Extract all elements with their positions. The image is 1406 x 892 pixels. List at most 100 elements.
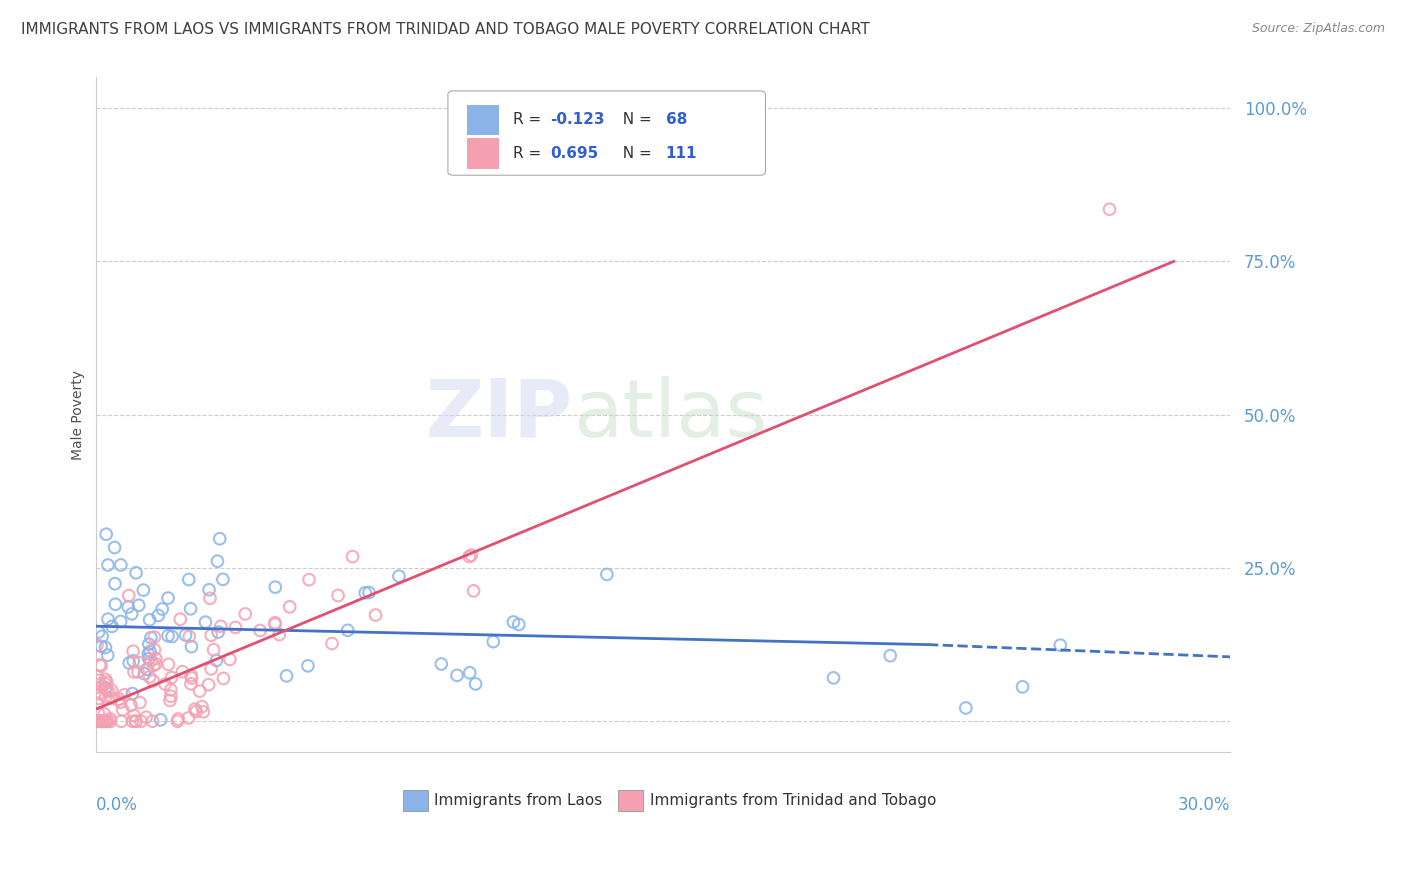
Point: [110, 615, 132, 629]
Text: IMMIGRANTS FROM LAOS VS IMMIGRANTS FROM TRINIDAD AND TOBAGO MALE POVERTY CORRELA: IMMIGRANTS FROM LAOS VS IMMIGRANTS FROM …: [21, 22, 870, 37]
Point: [89, 677, 111, 691]
Point: [139, 644, 162, 658]
Point: [502, 615, 524, 629]
Point: [97, 648, 120, 662]
Point: [179, 629, 201, 643]
Point: [205, 653, 228, 667]
Text: ZIP: ZIP: [426, 376, 572, 454]
Point: [278, 599, 301, 614]
Point: [122, 654, 145, 668]
Point: [157, 591, 180, 606]
Point: [86, 696, 108, 710]
Point: [91, 714, 114, 729]
Point: [464, 677, 486, 691]
Point: [180, 640, 202, 654]
Text: Immigrants from Laos: Immigrants from Laos: [434, 793, 603, 808]
Point: [209, 619, 232, 633]
Point: [87, 691, 110, 706]
Point: [138, 651, 160, 665]
Point: [143, 642, 166, 657]
Point: [134, 666, 156, 681]
Point: [124, 714, 146, 729]
Point: [508, 617, 530, 632]
Point: [197, 678, 219, 692]
Point: [87, 625, 110, 640]
Point: [91, 680, 114, 694]
Point: [159, 682, 181, 697]
Point: [90, 640, 112, 654]
Point: [159, 689, 181, 703]
Point: [138, 647, 160, 661]
Point: [139, 631, 162, 645]
Text: 111: 111: [665, 146, 697, 161]
Point: [94, 690, 117, 704]
Point: [129, 714, 152, 729]
Point: [125, 566, 148, 580]
Point: [596, 567, 619, 582]
Point: [129, 696, 152, 710]
Point: [218, 652, 240, 666]
Point: [188, 684, 211, 698]
Point: [118, 589, 141, 603]
Point: [89, 657, 111, 672]
Point: [94, 714, 117, 729]
Point: [97, 558, 120, 572]
Text: -0.123: -0.123: [550, 112, 605, 128]
Point: [143, 630, 166, 644]
Point: [86, 669, 108, 683]
Point: [1049, 638, 1071, 652]
Point: [132, 583, 155, 598]
Point: [212, 672, 235, 686]
Text: 0.695: 0.695: [550, 146, 598, 161]
Text: 30.0%: 30.0%: [1178, 796, 1230, 814]
Point: [138, 613, 160, 627]
Text: atlas: atlas: [572, 376, 768, 454]
Point: [101, 691, 124, 706]
Point: [430, 657, 453, 671]
Point: [354, 586, 377, 600]
Point: [200, 662, 222, 676]
Point: [482, 634, 505, 648]
Point: [208, 532, 231, 546]
Point: [326, 589, 349, 603]
Text: 0.0%: 0.0%: [97, 796, 138, 814]
Point: [198, 582, 221, 597]
Point: [298, 573, 321, 587]
Point: [112, 688, 135, 702]
Point: [121, 687, 143, 701]
Point: [336, 624, 359, 638]
Text: R =: R =: [513, 146, 546, 161]
Point: [142, 658, 165, 673]
Point: [200, 628, 222, 642]
Point: [87, 706, 110, 721]
Point: [145, 657, 167, 671]
Point: [122, 665, 145, 679]
Point: [150, 602, 173, 616]
FancyBboxPatch shape: [467, 138, 499, 169]
Point: [100, 683, 122, 698]
Point: [87, 673, 110, 688]
Point: [98, 712, 121, 726]
Point: [207, 554, 229, 568]
Point: [264, 615, 287, 630]
Point: [138, 637, 160, 651]
Point: [357, 585, 380, 599]
Point: [136, 662, 159, 676]
Point: [172, 665, 194, 679]
Text: N =: N =: [613, 146, 657, 161]
Point: [1098, 202, 1121, 217]
FancyBboxPatch shape: [467, 104, 499, 135]
Point: [90, 714, 112, 729]
Point: [101, 619, 124, 633]
Point: [96, 675, 118, 690]
Point: [157, 657, 180, 672]
Point: [446, 668, 468, 682]
Point: [111, 703, 134, 717]
Point: [108, 692, 131, 706]
Point: [269, 627, 291, 641]
FancyBboxPatch shape: [402, 789, 427, 811]
Point: [110, 695, 132, 709]
Point: [264, 580, 287, 594]
Text: 68: 68: [665, 112, 688, 128]
Point: [103, 541, 125, 555]
